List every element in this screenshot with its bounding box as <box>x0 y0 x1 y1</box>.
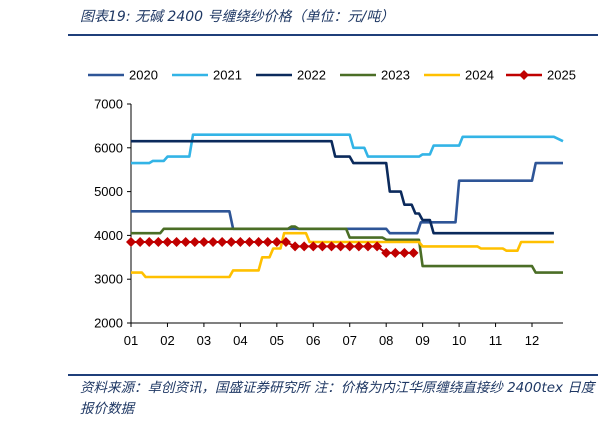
x-tick-label: 09 <box>415 333 429 348</box>
data-point-2025 <box>335 241 346 252</box>
data-point-2025 <box>180 236 191 247</box>
x-tick-label: 05 <box>270 333 284 348</box>
x-tick-label: 04 <box>233 333 247 348</box>
x-tick-label: 11 <box>489 333 503 348</box>
chart-legend: 2020 2021 2022 2023 2024 2025 <box>88 68 576 83</box>
data-point-2025 <box>189 236 200 247</box>
legend-label: 2020 <box>129 68 158 83</box>
data-point-2025 <box>362 241 373 252</box>
source-rule <box>68 374 598 376</box>
data-point-2025 <box>271 236 282 247</box>
caption-rule <box>68 34 598 36</box>
legend-item-2024: 2024 <box>424 68 494 83</box>
data-point-2025 <box>153 236 164 247</box>
data-point-2025 <box>144 236 155 247</box>
source-note: 资料来源：卓创资讯，国盛证券研究所 注：价格为内江华原缠绕直接纱 2400tex… <box>80 380 595 417</box>
legend-label: 2024 <box>465 68 494 83</box>
data-point-2025 <box>353 241 364 252</box>
series-line-2023 <box>131 225 563 274</box>
data-point-2025 <box>308 241 319 252</box>
line-chart: 2020 2021 2022 2023 2024 2025 2000 3000 4000 500… <box>88 68 576 348</box>
data-point-2025 <box>126 236 136 247</box>
series-line-2022 <box>131 139 554 235</box>
chart-axes: 2000 3000 4000 5000 6000 7000 01 02 03 04 05 06 07 08… <box>94 97 563 348</box>
data-point-2025 <box>262 236 273 247</box>
x-tick-label: 03 <box>197 333 211 348</box>
legend-item-2020: 2020 <box>88 68 158 83</box>
data-point-2025 <box>317 241 328 252</box>
legend-label: 2021 <box>213 68 242 83</box>
x-tick-label: 10 <box>452 333 466 348</box>
data-point-2025 <box>235 236 246 247</box>
y-tick-label: 3000 <box>94 272 123 287</box>
data-point-2025 <box>344 241 355 252</box>
data-point-2025 <box>381 247 392 258</box>
data-point-2025 <box>372 241 383 252</box>
legend-marker <box>519 70 529 80</box>
series-line-2021 <box>131 133 564 165</box>
figure-caption: 图表19: 无碱 2400 号缠绕纱价格（单位：元/吨） <box>80 9 395 25</box>
y-tick-label: 4000 <box>94 228 123 243</box>
data-point-2025 <box>226 236 237 247</box>
y-tick-label: 5000 <box>94 184 123 199</box>
data-point-2025 <box>299 241 310 252</box>
data-point-2025 <box>208 236 219 247</box>
x-tick-label: 08 <box>379 333 393 348</box>
data-point-2025 <box>399 247 410 258</box>
y-tick-label: 2000 <box>94 316 123 331</box>
data-point-2025 <box>408 247 419 258</box>
legend-label: 2025 <box>547 68 576 83</box>
data-point-2025 <box>280 236 291 247</box>
data-point-2025 <box>326 241 337 252</box>
x-tick-label: 02 <box>160 333 174 348</box>
chart-plot-area <box>126 133 564 279</box>
series-line-2020 <box>131 161 563 235</box>
x-tick-label: 07 <box>342 333 356 348</box>
legend-item-2023: 2023 <box>340 68 410 83</box>
legend-item-2021: 2021 <box>172 68 242 83</box>
data-point-2025 <box>390 247 401 258</box>
data-point-2025 <box>198 236 209 247</box>
data-point-2025 <box>162 236 173 247</box>
data-point-2025 <box>171 236 182 247</box>
legend-label: 2022 <box>297 68 326 83</box>
legend-item-2025: 2025 <box>506 68 576 83</box>
x-tick-label: 06 <box>306 333 320 348</box>
data-point-2025 <box>290 241 301 252</box>
data-point-2025 <box>135 236 146 247</box>
data-point-2025 <box>253 236 264 247</box>
y-tick-label: 7000 <box>94 97 123 112</box>
y-tick-label: 6000 <box>94 140 123 155</box>
legend-label: 2023 <box>381 68 410 83</box>
x-tick-label: 01 <box>124 333 138 348</box>
x-tick-label: 12 <box>525 333 539 348</box>
data-point-2025 <box>244 236 255 247</box>
legend-item-2022: 2022 <box>256 68 326 83</box>
data-point-2025 <box>217 236 228 247</box>
